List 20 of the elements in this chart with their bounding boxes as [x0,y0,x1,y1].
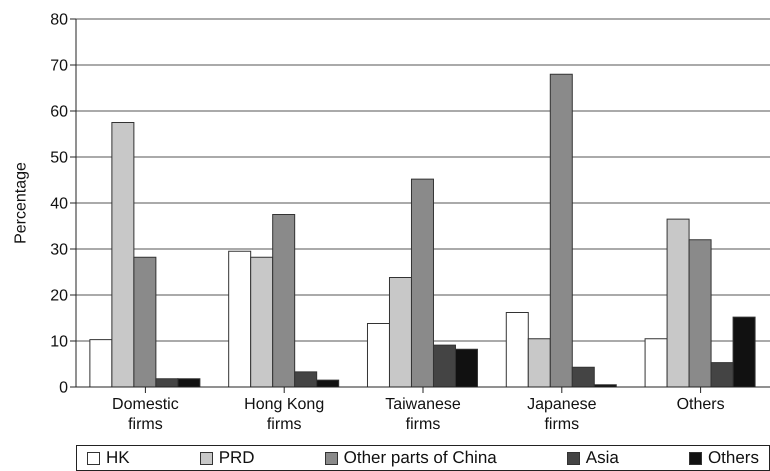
x-tick-label: Hong Kong firms [244,396,324,433]
x-tick-label: Others [676,396,725,413]
legend-label: PRD [218,448,255,468]
y-tick-label: 0 [59,380,68,397]
y-tick-label: 20 [50,288,68,305]
y-tick-label: 40 [50,196,68,213]
x-tick-label: Japanese firms [527,396,597,433]
y-tick-label: 60 [50,104,68,121]
legend-label: HK [106,448,130,468]
x-tick-label: Domestic firms [112,396,179,433]
legend-label: Asia [586,448,619,468]
y-tick-label: 70 [50,58,68,75]
legend-label: Others [708,448,759,468]
x-tick-label: Taiwanese firms [385,396,461,433]
y-tick-label: 80 [50,12,68,29]
legend-label: Other parts of China [344,448,497,468]
y-tick-label: 50 [50,150,68,167]
y-tick-label: 30 [50,242,68,259]
y-axis-title: Percentage [12,162,30,244]
y-tick-label: 10 [50,334,68,351]
